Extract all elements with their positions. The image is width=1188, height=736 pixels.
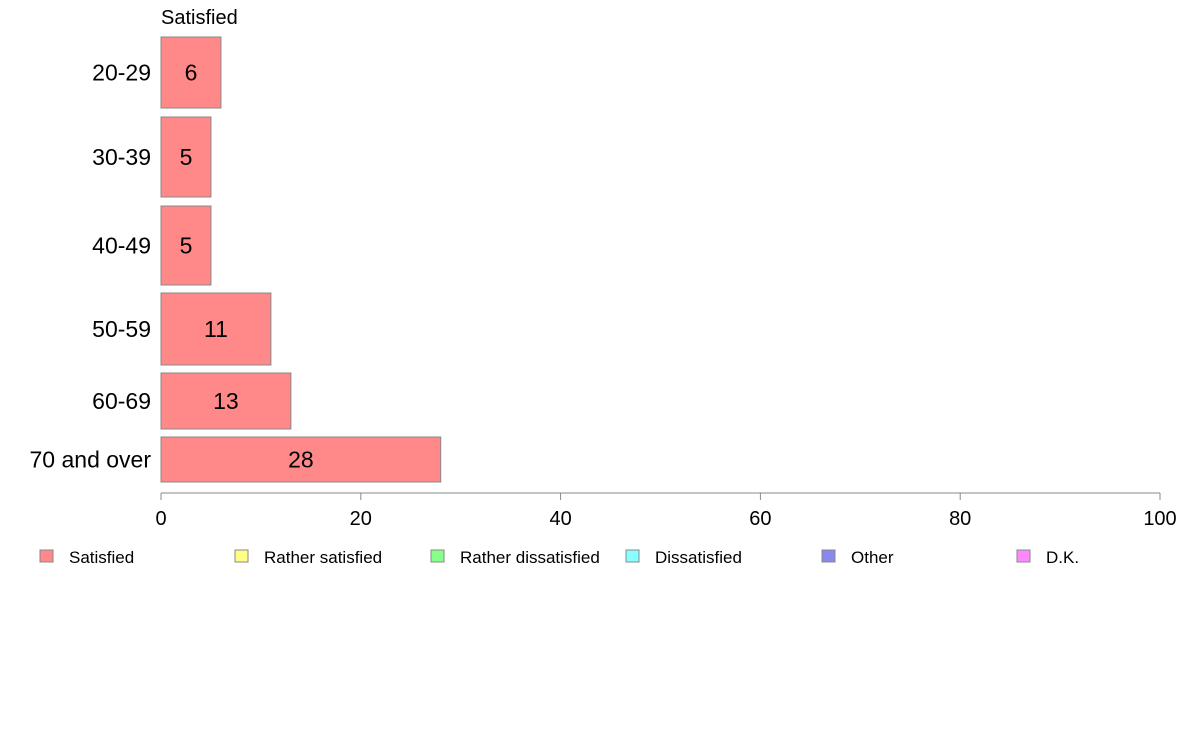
x-axis: 0 20 40 60 80 100 [155, 492, 1177, 530]
bar [160, 205, 212, 286]
x-tick-label: 100 [1143, 508, 1176, 530]
x-tick-label: 40 [549, 508, 571, 530]
bar-value-label: 11 [204, 316, 228, 342]
legend-label: Satisfied [69, 548, 134, 567]
legend-label: Dissatisfied [655, 548, 742, 567]
legend-label: Other [851, 548, 894, 567]
legend: Satisfied Rather satisfied Rather dissatis… [39, 548, 1079, 567]
bar [160, 116, 212, 198]
bar [160, 292, 272, 366]
category-labels: 20-29 30-39 40-49 50-59 60-69 70 and over [30, 60, 152, 473]
category-label: 70 and over [30, 447, 152, 473]
category-label: 30-39 [92, 144, 151, 170]
x-tick-label: 80 [949, 508, 971, 530]
bar [160, 372, 292, 430]
category-label: 20-29 [92, 60, 151, 86]
x-tick-label: 20 [350, 508, 372, 530]
bar-value-label: 6 [185, 60, 198, 86]
legend-swatch [1016, 549, 1031, 563]
bar-value-label: 5 [180, 144, 193, 170]
category-label: 60-69 [92, 388, 151, 414]
bar-value-label: 13 [213, 388, 239, 414]
legend-swatch [430, 549, 445, 563]
bar [160, 36, 222, 109]
category-label: 50-59 [92, 316, 151, 342]
legend-label: Rather dissatisfied [460, 548, 600, 567]
bar-value-label: 5 [180, 233, 193, 259]
legend-swatch [39, 549, 54, 563]
bars: 6 5 5 11 13 28 [160, 36, 442, 483]
legend-label: D.K. [1046, 548, 1079, 567]
legend-swatch [234, 549, 249, 563]
x-tick-label: 0 [155, 508, 166, 530]
bar [160, 436, 442, 483]
series-header: Satisfied [161, 7, 238, 29]
category-label: 40-49 [92, 233, 151, 259]
x-tick-label: 60 [749, 508, 771, 530]
bar-value-label: 28 [288, 447, 314, 473]
legend-swatch [821, 549, 836, 563]
legend-label: Rather satisfied [264, 548, 382, 567]
legend-swatch [625, 549, 640, 563]
